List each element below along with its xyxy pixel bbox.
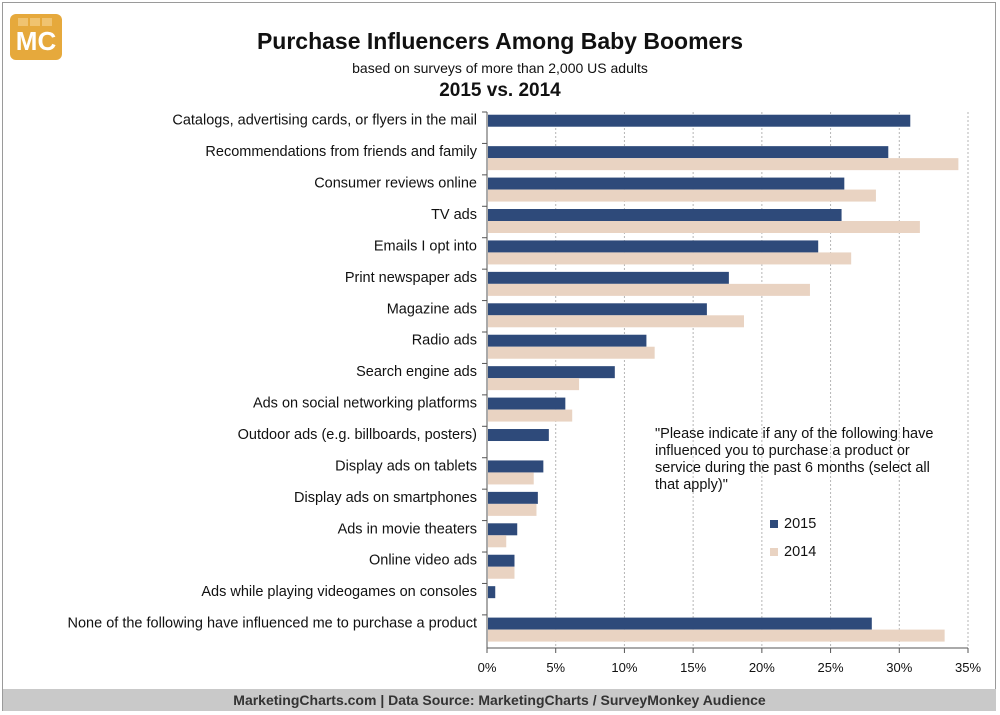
bar-2015 [488, 617, 872, 630]
x-tick-label: 30% [886, 660, 912, 675]
bar-2014 [488, 503, 537, 516]
bar-2014 [488, 378, 580, 391]
bar-2015 [488, 554, 515, 567]
category-label: Ads in movie theaters [338, 521, 477, 537]
category-label: None of the following have influenced me… [68, 616, 477, 632]
category-label: Catalogs, advertising cards, or flyers i… [172, 113, 477, 129]
category-label: Radio ads [412, 333, 477, 349]
bar-2014 [488, 346, 655, 359]
bar-2014 [488, 629, 945, 642]
bar-2014 [488, 409, 573, 422]
bar-2015 [488, 523, 518, 536]
chart-period: 2015 vs. 2014 [439, 80, 561, 101]
bar-2014 [488, 535, 507, 548]
x-tick-label: 10% [611, 660, 637, 675]
marketingcharts-logo: MC [10, 14, 62, 60]
bar-2014 [488, 566, 515, 579]
bar-2015 [488, 366, 615, 379]
bar-2015 [488, 240, 819, 253]
x-tick-label: 35% [955, 660, 981, 675]
category-label: Emails I opt into [374, 238, 477, 254]
legend-swatch-2014 [770, 548, 778, 557]
chart-subtitle: based on surveys of more than 2,000 US a… [352, 60, 648, 76]
category-label: Recommendations from friends and family [205, 144, 477, 160]
bar-2014 [488, 189, 876, 202]
category-label: Outdoor ads (e.g. billboards, posters) [238, 427, 477, 443]
legend-label-2014: 2014 [784, 544, 817, 560]
bar-2015 [488, 334, 647, 347]
category-label: Ads on social networking platforms [253, 396, 477, 412]
logo-text: MC [16, 26, 57, 56]
bar-2014 [488, 158, 959, 171]
bar-2015 [488, 146, 889, 159]
category-label: Consumer reviews online [314, 176, 477, 192]
bar-2015 [488, 303, 707, 316]
category-label: TV ads [431, 207, 477, 223]
category-label: Magazine ads [387, 301, 477, 317]
bar-2014 [488, 283, 810, 296]
bar-2015 [488, 429, 549, 442]
bar-2014 [488, 221, 920, 234]
bar-2015 [488, 114, 911, 127]
category-label: Display ads on smartphones [294, 490, 477, 506]
legend-swatch-2015 [770, 520, 778, 529]
bar-2014 [488, 472, 534, 485]
bar-2015 [488, 397, 566, 410]
category-label: Ads while playing videogames on consoles [201, 584, 477, 600]
bar-2015 [488, 177, 845, 190]
bar-2015 [488, 586, 496, 599]
category-label: Online video ads [369, 553, 477, 569]
bar-2014 [488, 315, 744, 328]
bar-2015 [488, 460, 544, 473]
chart-title: Purchase Influencers Among Baby Boomers [256, 28, 744, 54]
category-label: Display ads on tablets [335, 458, 477, 474]
x-tick-label: 0% [478, 660, 497, 675]
x-tick-label: 5% [546, 660, 565, 675]
category-label: Search engine ads [356, 364, 477, 380]
survey-question-note: "Please indicate if any of the following… [655, 426, 934, 493]
bar-2015 [488, 491, 538, 504]
legend-item-2015: 2015 [770, 516, 816, 532]
bar-2015 [488, 209, 842, 222]
footer-source: MarketingCharts.com | Data Source: Marke… [3, 689, 996, 711]
x-tick-label: 25% [818, 660, 844, 675]
category-label: Print newspaper ads [345, 270, 477, 286]
bar-2015 [488, 271, 729, 284]
x-tick-label: 15% [680, 660, 706, 675]
bar-2014 [488, 252, 852, 265]
x-tick-label: 20% [749, 660, 775, 675]
legend-item-2014: 2014 [770, 544, 816, 560]
legend-label-2015: 2015 [784, 516, 817, 532]
